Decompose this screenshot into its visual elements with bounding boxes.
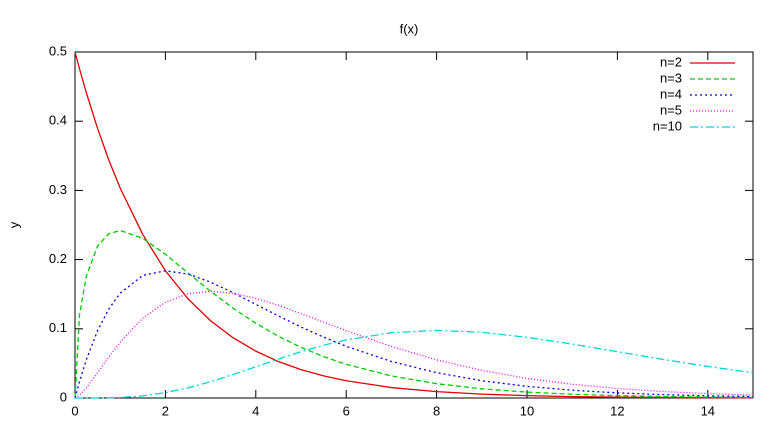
legend-label: n=3 (660, 70, 682, 85)
y-tick-label: 0.3 (49, 182, 67, 197)
plot-frame (74, 51, 754, 399)
legend-label: n=10 (653, 118, 682, 133)
x-tick-label: 2 (162, 403, 169, 418)
series-line (74, 290, 754, 399)
y-tick-label: 0.5 (49, 43, 67, 58)
legend-label: n=4 (660, 86, 682, 101)
y-tick-label: 0 (60, 389, 67, 404)
x-tick-label: 6 (343, 403, 350, 418)
series-line (74, 51, 754, 399)
y-axis-label: y (6, 221, 21, 228)
series-line (74, 270, 754, 399)
y-tick-label: 0.1 (49, 320, 67, 335)
x-tick-label: 0 (71, 403, 78, 418)
x-tick-label: 14 (701, 403, 715, 418)
y-tick-label: 0.4 (49, 113, 67, 128)
legend-label: n=5 (660, 102, 682, 117)
x-tick-label: 4 (252, 403, 259, 418)
series-line (74, 229, 754, 399)
y-tick-label: 0.2 (49, 251, 67, 266)
series-line (75, 329, 754, 399)
chart-title: f(x) (400, 21, 419, 36)
x-tick-label: 10 (520, 403, 534, 418)
x-tick-label: 12 (610, 403, 624, 418)
legend-label: n=2 (660, 54, 682, 69)
x-tick-label: 8 (433, 403, 440, 418)
